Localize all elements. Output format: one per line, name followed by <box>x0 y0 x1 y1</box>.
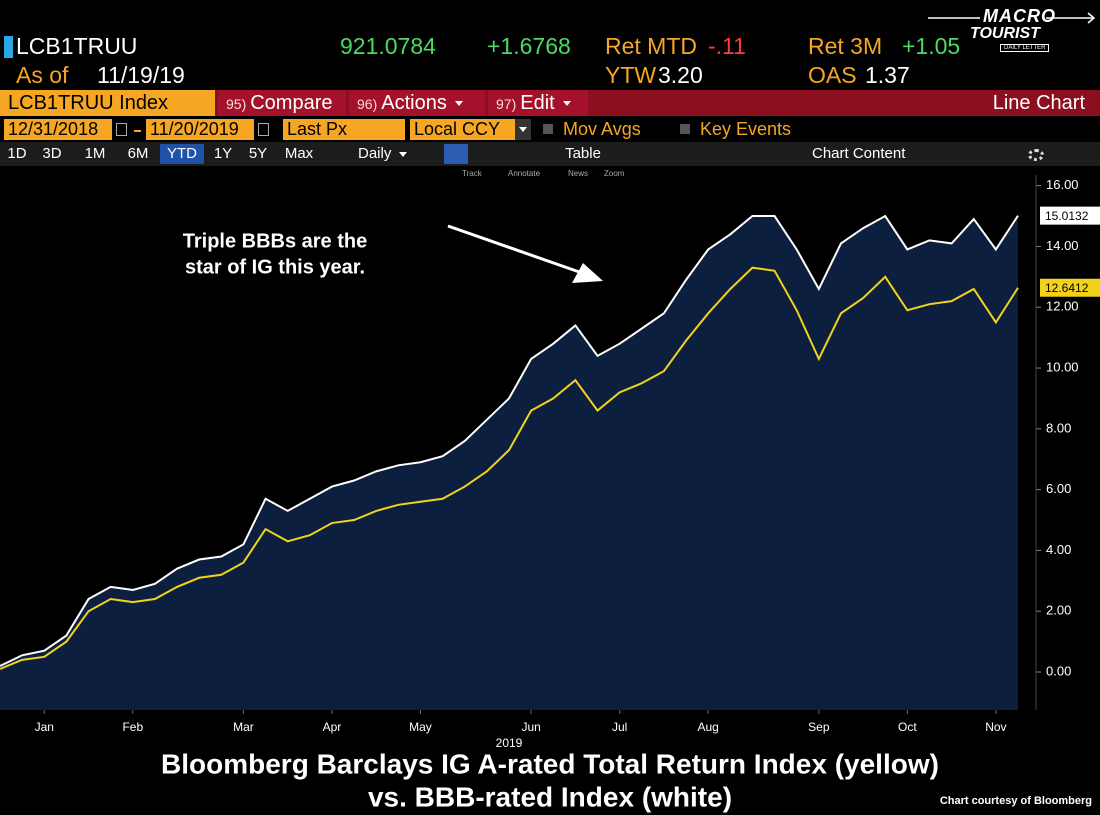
x-tick-label: Mar <box>233 720 254 734</box>
value: 1.37 <box>865 62 910 88</box>
menu-label: Actions <box>381 92 447 114</box>
price: 921.0784 <box>340 33 436 59</box>
chart-content[interactable]: Chart Content <box>812 145 906 162</box>
view-name: Line Chart <box>992 92 1085 114</box>
value: +1.05 <box>902 33 961 59</box>
menu-item[interactable]: 95) Compare <box>218 90 346 116</box>
checkbox[interactable] <box>680 124 690 134</box>
y-tick-label: 6.00 <box>1046 481 1071 496</box>
plot: 15.0132 12.6412 0.00 2.00 4.00 6.00 8.00 10.00 1… <box>0 175 1100 750</box>
credit: Chart courtesy of Bloomberg <box>940 795 1092 807</box>
period-tab[interactable]: 1Y <box>213 145 233 162</box>
period-tab[interactable]: 3D <box>42 145 62 162</box>
chart-title: Bloomberg Barclays IG A-rated Total Retu… <box>161 748 939 779</box>
dash <box>134 130 141 132</box>
y-tick-label: 14.00 <box>1046 238 1079 253</box>
area <box>0 215 1018 710</box>
line-icon[interactable] <box>444 144 468 164</box>
menu-label: Compare <box>250 92 333 114</box>
table-button[interactable]: Table <box>565 145 601 162</box>
y-tick-label: 16.00 <box>1046 177 1079 192</box>
arrow <box>447 224 586 276</box>
annotation: star of IG this year. <box>185 256 365 278</box>
y-tick-label: 12.00 <box>1046 299 1079 314</box>
start-date[interactable]: 12/31/2018 <box>4 119 112 140</box>
line <box>0 214 1019 667</box>
x-tick-label: Oct <box>898 720 917 734</box>
menu-key: 97) <box>496 96 517 112</box>
x-tick-label: Sep <box>808 720 830 734</box>
last-value-label: 12.6412 <box>1045 281 1089 295</box>
label: As of <box>16 62 69 88</box>
logo: TOURIST <box>970 25 1040 42</box>
annotation: Triple BBBs are the <box>183 230 368 252</box>
calendar-icon[interactable] <box>116 123 127 136</box>
tool[interactable]: Annotate <box>508 169 541 178</box>
frequency-label: Daily <box>358 145 392 162</box>
last-value-label: 15.0132 <box>1045 209 1089 223</box>
frequency[interactable]: Daily <box>358 144 428 164</box>
x-tick-label: Aug <box>697 720 718 734</box>
checkbox[interactable] <box>543 124 553 134</box>
ticker: LCB1TRUU <box>16 33 138 59</box>
period-tab[interactable]: Max <box>284 145 314 162</box>
change: +1.6768 <box>487 33 571 59</box>
value: 3.20 <box>658 62 703 88</box>
menu-key: 96) <box>357 96 378 112</box>
label: Ret MTD <box>605 33 697 59</box>
logo: DAILY LETTER <box>1000 44 1050 52</box>
value: -.11 <box>708 33 746 59</box>
settings[interactable] <box>1028 149 1044 161</box>
period-tab[interactable]: YTD <box>160 144 204 164</box>
label: Ret 3M <box>808 33 883 59</box>
option[interactable]: Key Events <box>700 119 792 139</box>
menu-item[interactable]: 97) Edit <box>488 90 588 116</box>
y-tick-label: 8.00 <box>1046 420 1071 435</box>
x-tick-label: May <box>409 720 432 734</box>
menu-key: 95) <box>226 96 247 112</box>
y-tick-label: 2.00 <box>1046 603 1071 618</box>
x-tick-label: Jan <box>35 720 54 734</box>
y-tick-label: 0.00 <box>1046 663 1071 678</box>
logo-arrow <box>928 12 1096 24</box>
security-field[interactable]: LCB1TRUU Index <box>0 90 215 116</box>
x-axis-year: 2019 <box>496 736 523 750</box>
menu-item[interactable]: 96) Actions <box>349 90 485 116</box>
label: OAS <box>808 62 857 88</box>
x-tick-label: Jul <box>612 720 627 734</box>
period-tab[interactable]: 6M <box>127 145 149 162</box>
ticker-marker <box>4 36 13 58</box>
currency-select[interactable]: Local CCY <box>410 119 515 140</box>
value: 11/19/19 <box>97 62 185 88</box>
tool[interactable]: News <box>568 169 589 178</box>
last-value-tag <box>1040 278 1100 297</box>
period-tab[interactable]: 1M <box>84 145 106 162</box>
x-tick-label: Apr <box>323 720 342 734</box>
y-tick-label: 10.00 <box>1046 359 1079 374</box>
tool[interactable]: Zoom <box>604 169 625 178</box>
tool[interactable]: Track <box>462 169 482 178</box>
logo: MACRO <box>983 6 1056 26</box>
line <box>0 266 1019 670</box>
chart-title: vs. BBB-rated Index (white) <box>368 781 732 812</box>
last-value-tag <box>1040 206 1100 225</box>
period-tab[interactable]: 5Y <box>248 145 268 162</box>
label: YTW <box>605 62 657 88</box>
field-select[interactable]: Last Px <box>283 119 405 140</box>
x-tick-label: Nov <box>985 720 1006 734</box>
x-tick-label: Jun <box>521 720 540 734</box>
x-tick-label: Feb <box>122 720 143 734</box>
calendar-icon[interactable] <box>258 123 269 136</box>
arrow-head <box>572 263 603 283</box>
end-date[interactable]: 11/20/2019 <box>146 119 254 140</box>
y-tick-label: 4.00 <box>1046 542 1071 557</box>
option[interactable]: Mov Avgs <box>563 119 641 139</box>
period-tab[interactable]: 1D <box>7 145 27 162</box>
dropdown[interactable] <box>515 119 531 140</box>
menu-label: Edit <box>520 92 555 114</box>
